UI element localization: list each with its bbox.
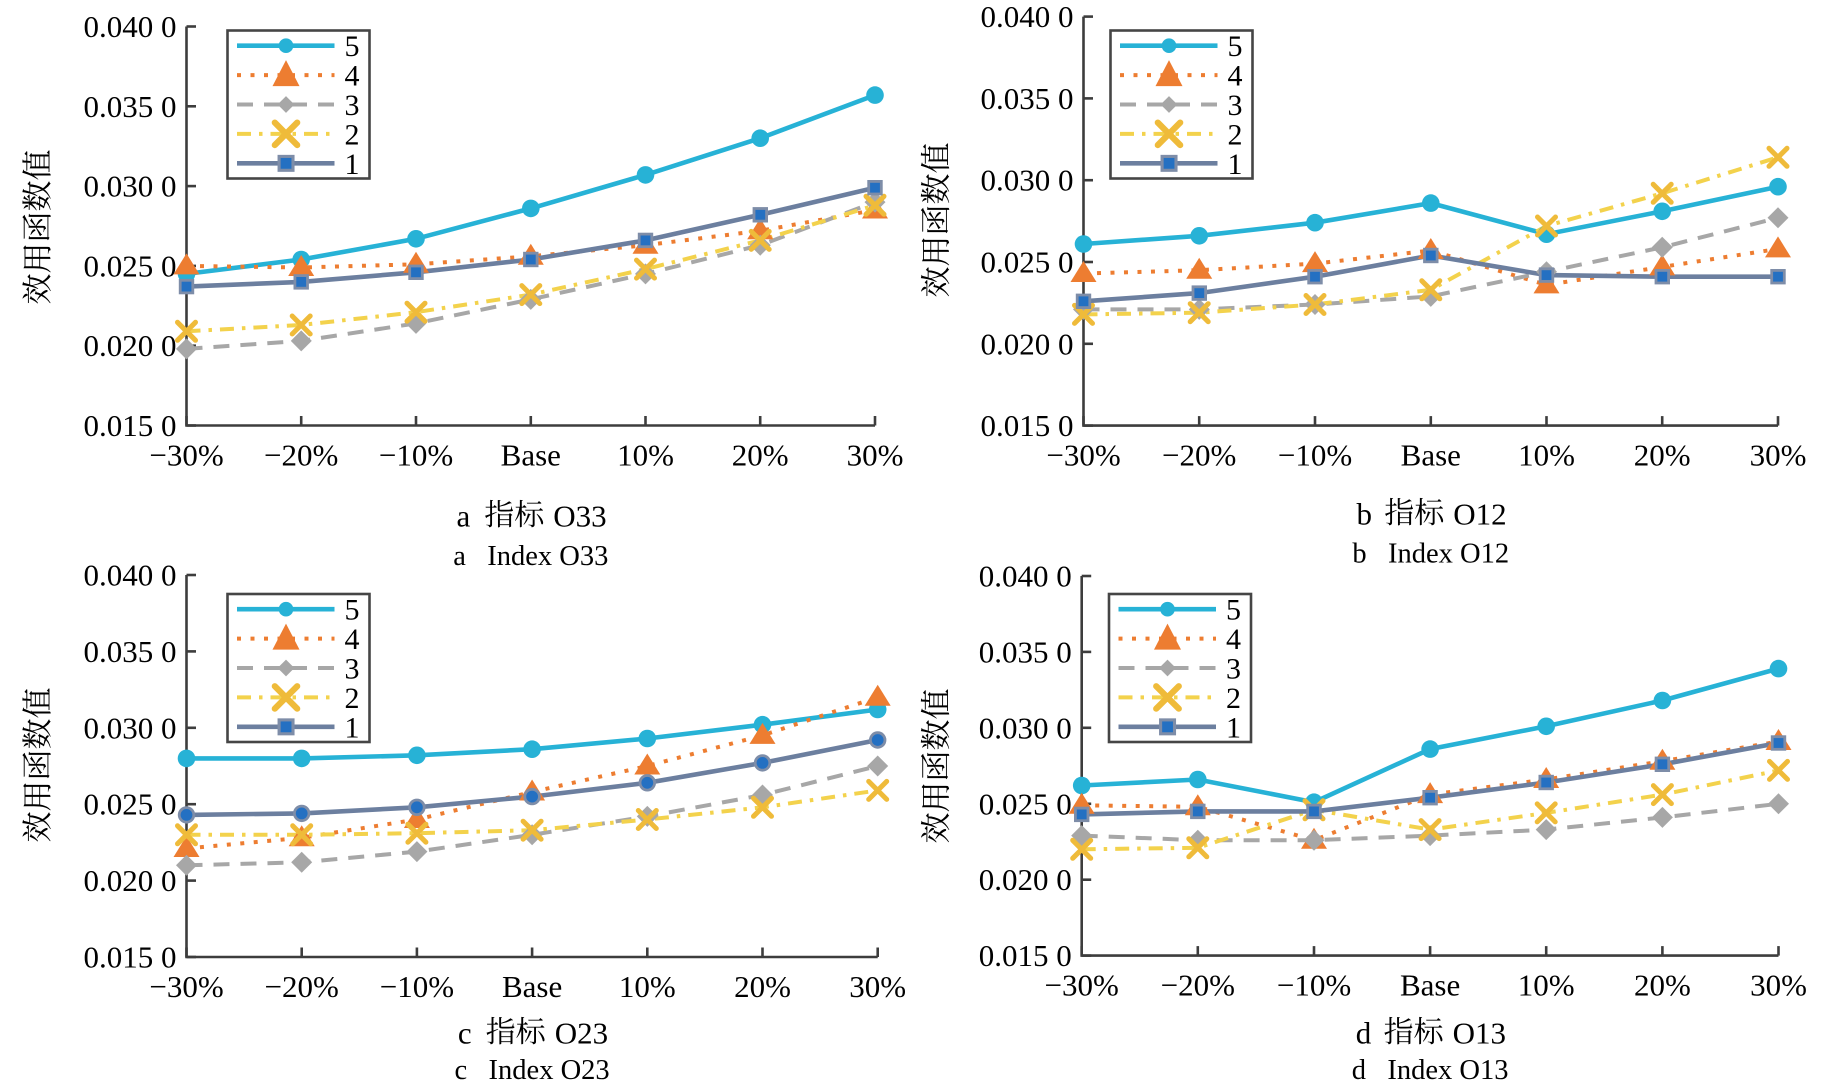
svg-text:−30%: −30% xyxy=(149,438,223,473)
svg-text:Base: Base xyxy=(501,438,561,473)
svg-text:Base: Base xyxy=(1401,438,1461,473)
svg-text:30%: 30% xyxy=(1750,968,1807,1003)
svg-text:0.030 0: 0.030 0 xyxy=(979,710,1072,745)
svg-text:30%: 30% xyxy=(849,969,906,1004)
svg-text:−20%: −20% xyxy=(1161,968,1235,1003)
svg-text:0.030 0: 0.030 0 xyxy=(84,710,177,745)
svg-text:0.025 0: 0.025 0 xyxy=(84,248,177,283)
svg-text:0.015 0: 0.015 0 xyxy=(84,408,177,443)
svg-text:0.040 0: 0.040 0 xyxy=(981,0,1074,34)
svg-text:20%: 20% xyxy=(734,969,791,1004)
svg-text:O12: O12 xyxy=(1453,497,1506,532)
svg-text:30%: 30% xyxy=(847,438,904,473)
svg-text:0.020 0: 0.020 0 xyxy=(84,328,177,363)
svg-text:0.025 0: 0.025 0 xyxy=(979,786,1072,821)
svg-text:O23: O23 xyxy=(555,1016,608,1051)
svg-text:3: 3 xyxy=(1226,653,1241,686)
svg-text:4: 4 xyxy=(345,623,360,656)
svg-text:0.020 0: 0.020 0 xyxy=(979,862,1072,897)
svg-text:0.030 0: 0.030 0 xyxy=(84,169,177,204)
svg-text:−30%: −30% xyxy=(1045,968,1119,1003)
svg-text:30%: 30% xyxy=(1750,438,1807,473)
svg-text:−10%: −10% xyxy=(380,969,454,1004)
svg-text:3: 3 xyxy=(345,653,360,686)
svg-text:0.020 0: 0.020 0 xyxy=(981,326,1074,361)
svg-text:a Index O33: a Index O33 xyxy=(453,541,608,572)
svg-text:d Index O13: d Index O13 xyxy=(1352,1055,1509,1086)
svg-text:5: 5 xyxy=(345,30,360,63)
svg-text:10%: 10% xyxy=(619,969,676,1004)
svg-text:−20%: −20% xyxy=(1162,438,1236,473)
svg-text:−20%: −20% xyxy=(265,969,339,1004)
svg-text:−10%: −10% xyxy=(1277,968,1351,1003)
svg-text:20%: 20% xyxy=(732,438,789,473)
svg-text:−10%: −10% xyxy=(379,438,453,473)
svg-text:20%: 20% xyxy=(1634,968,1691,1003)
svg-text:−30%: −30% xyxy=(149,969,223,1004)
svg-text:4: 4 xyxy=(1226,623,1241,656)
svg-text:−10%: −10% xyxy=(1278,438,1352,473)
svg-text:O13: O13 xyxy=(1453,1016,1506,1051)
svg-text:0.025 0: 0.025 0 xyxy=(84,787,177,822)
svg-text:1: 1 xyxy=(345,711,360,744)
svg-text:c Index O23: c Index O23 xyxy=(455,1055,610,1086)
svg-text:Base: Base xyxy=(502,969,562,1004)
svg-text:0.035 0: 0.035 0 xyxy=(84,89,177,124)
svg-text:O33: O33 xyxy=(553,499,606,534)
svg-text:d: d xyxy=(1356,1016,1372,1051)
svg-text:5: 5 xyxy=(1226,594,1241,627)
svg-text:c: c xyxy=(458,1016,472,1051)
svg-text:2: 2 xyxy=(1228,118,1243,151)
svg-text:2: 2 xyxy=(1226,682,1241,715)
svg-text:b: b xyxy=(1357,497,1373,532)
svg-text:3: 3 xyxy=(345,89,360,122)
svg-text:3: 3 xyxy=(1228,89,1243,122)
svg-text:5: 5 xyxy=(1228,30,1243,63)
svg-text:0.025 0: 0.025 0 xyxy=(981,245,1074,280)
svg-text:20%: 20% xyxy=(1634,438,1691,473)
svg-text:0.020 0: 0.020 0 xyxy=(84,863,177,898)
svg-text:0.015 0: 0.015 0 xyxy=(979,938,1072,973)
svg-text:−30%: −30% xyxy=(1046,438,1120,473)
svg-text:0.015 0: 0.015 0 xyxy=(84,940,177,975)
svg-text:10%: 10% xyxy=(1518,968,1575,1003)
svg-text:5: 5 xyxy=(345,594,360,627)
svg-text:4: 4 xyxy=(1228,60,1243,93)
svg-text:−20%: −20% xyxy=(264,438,338,473)
svg-text:2: 2 xyxy=(345,118,360,151)
svg-text:10%: 10% xyxy=(617,438,674,473)
svg-text:Base: Base xyxy=(1400,968,1460,1003)
svg-text:a: a xyxy=(457,499,471,534)
svg-text:0.040 0: 0.040 0 xyxy=(979,559,1072,594)
svg-text:2: 2 xyxy=(345,682,360,715)
svg-text:0.015 0: 0.015 0 xyxy=(981,408,1074,443)
svg-text:1: 1 xyxy=(1228,148,1243,181)
svg-text:1: 1 xyxy=(1226,711,1241,744)
svg-text:10%: 10% xyxy=(1518,438,1575,473)
svg-text:0.035 0: 0.035 0 xyxy=(84,634,177,669)
svg-text:0.040 0: 0.040 0 xyxy=(84,9,177,44)
svg-text:0.040 0: 0.040 0 xyxy=(84,558,177,593)
svg-text:4: 4 xyxy=(345,60,360,93)
svg-text:0.035 0: 0.035 0 xyxy=(981,81,1074,116)
svg-text:0.030 0: 0.030 0 xyxy=(981,163,1074,198)
svg-text:b Index O12: b Index O12 xyxy=(1352,539,1509,570)
svg-text:0.035 0: 0.035 0 xyxy=(979,634,1072,669)
svg-text:1: 1 xyxy=(345,148,360,181)
